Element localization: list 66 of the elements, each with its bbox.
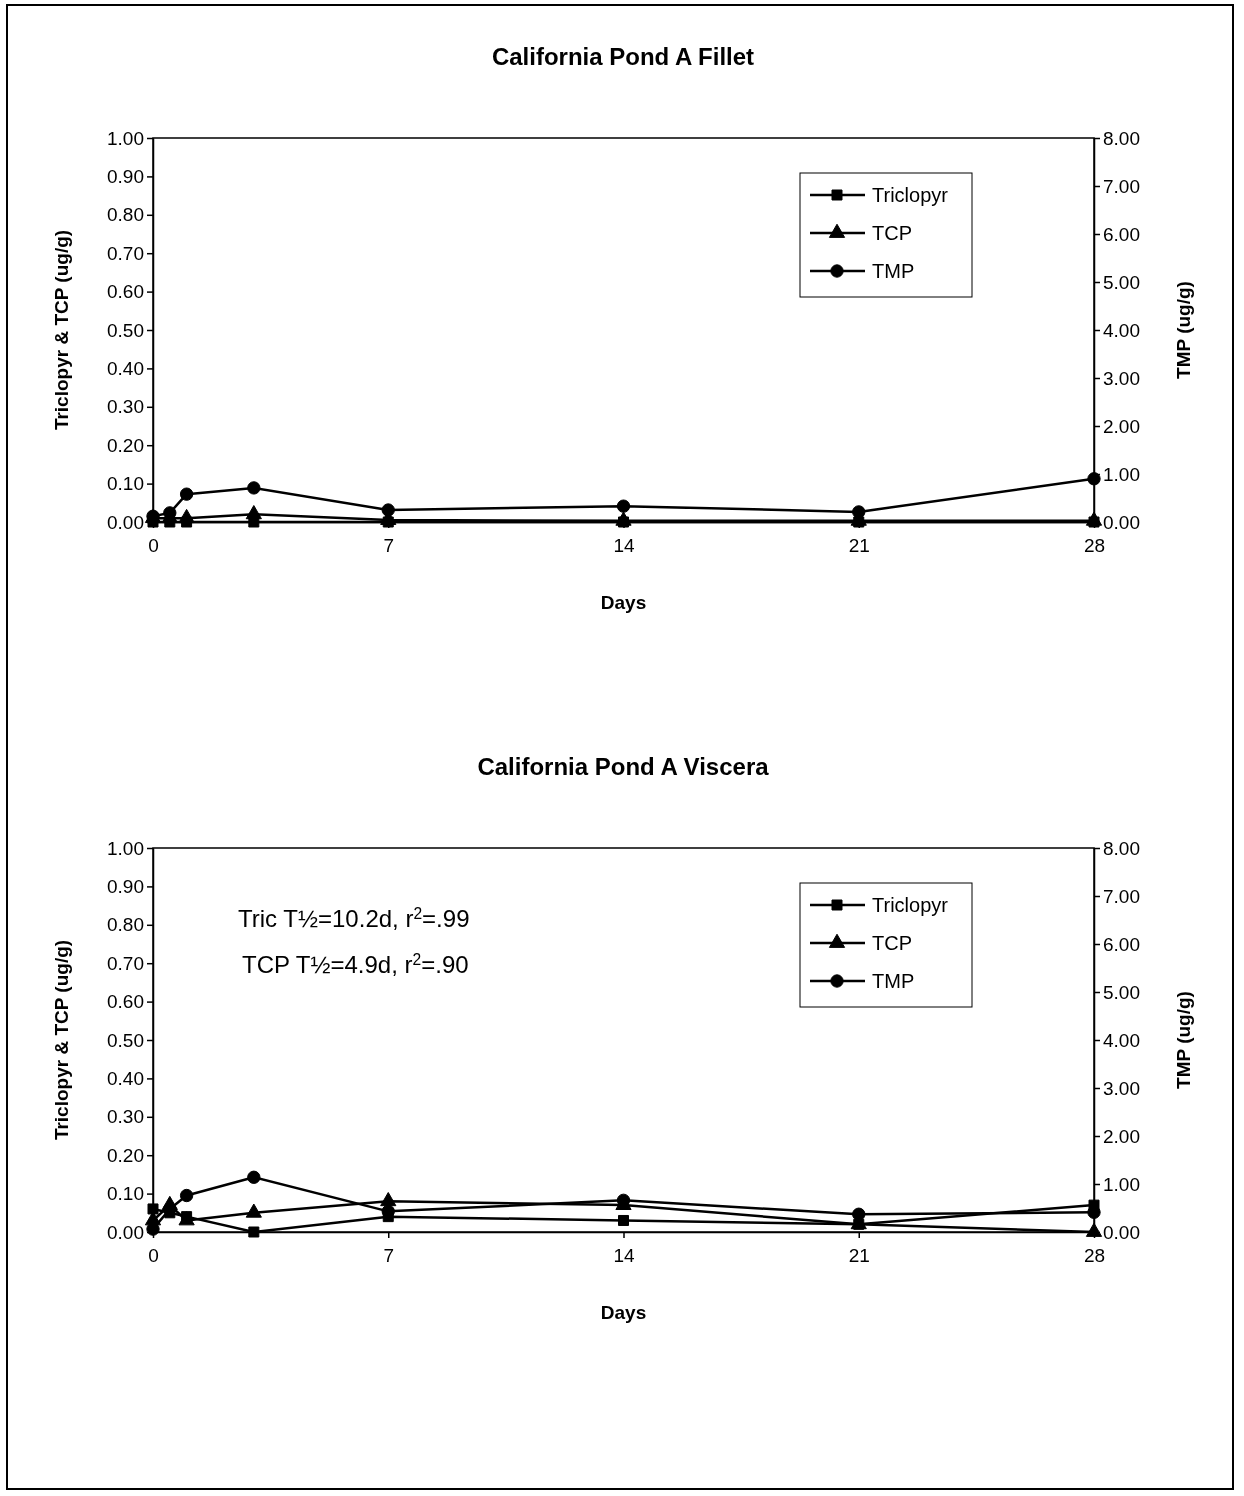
y-tick-label: 0.40 — [107, 1067, 144, 1089]
annotation: TCP T½=4.9d, r$^{2}$=.90 — [242, 950, 469, 978]
y2-axis-title: TMP (ug/g) — [1173, 281, 1194, 379]
y2-tick-label: 8.00 — [1103, 127, 1140, 149]
x-tick-label: 7 — [383, 1244, 395, 1266]
y-tick-label: 0.30 — [107, 1106, 144, 1128]
y-axis-title: Triclopyr & TCP (ug/g) — [51, 229, 72, 431]
legend-label: Triclopyr — [872, 184, 949, 206]
y2-tick-label: 8.00 — [1103, 837, 1140, 859]
legend-label: TMP — [872, 260, 915, 282]
y-tick-label: 0.10 — [107, 1183, 144, 1205]
y2-tick-label: 6.00 — [1103, 933, 1140, 955]
y-tick-label: 0.80 — [107, 914, 144, 936]
y-tick-label: 0.50 — [107, 1029, 144, 1051]
x-tick-label: 21 — [848, 1244, 870, 1266]
y-tick-label: 0.60 — [107, 991, 144, 1013]
x-tick-label: 28 — [1083, 534, 1106, 556]
y-tick-label: 0.90 — [107, 165, 144, 187]
y-tick-label: 0.20 — [107, 1144, 144, 1166]
y-tick-label: 0.20 — [107, 434, 144, 456]
chart-title: California Pond A Viscera — [477, 753, 770, 780]
y-tick-label: 0.30 — [107, 396, 144, 418]
y-tick-label: 0.50 — [107, 319, 144, 341]
y-tick-label: 1.00 — [107, 837, 144, 859]
x-tick-label: 7 — [383, 534, 395, 556]
y-tick-label: 0.00 — [107, 511, 144, 533]
y2-tick-label: 4.00 — [1103, 1029, 1140, 1051]
y2-tick-label: 2.00 — [1103, 415, 1140, 437]
y-tick-label: 0.70 — [107, 952, 144, 974]
y2-tick-label: 3.00 — [1103, 1077, 1140, 1099]
y-tick-label: 0.90 — [107, 875, 144, 897]
x-axis-title: Days — [600, 592, 647, 613]
y2-tick-label: 0.00 — [1103, 511, 1140, 533]
legend-label: TCP — [872, 222, 912, 244]
y-tick-label: 0.70 — [107, 242, 144, 264]
y2-tick-label: 6.00 — [1103, 223, 1140, 245]
y-tick-label: 0.60 — [107, 281, 144, 303]
annotation: Tric T½=10.2d, r$^{2}$=.99 — [238, 904, 470, 932]
legend-label: Triclopyr — [872, 894, 949, 916]
y-tick-label: 0.00 — [107, 1221, 144, 1243]
x-tick-label: 0 — [148, 1244, 159, 1266]
y2-axis-title: TMP (ug/g) — [1173, 991, 1194, 1089]
y-tick-label: 0.10 — [107, 473, 144, 495]
y2-tick-label: 3.00 — [1103, 367, 1140, 389]
y2-tick-label: 1.00 — [1103, 463, 1140, 485]
x-tick-label: 21 — [848, 534, 870, 556]
y2-tick-label: 4.00 — [1103, 319, 1140, 341]
y2-tick-label: 2.00 — [1103, 1125, 1140, 1147]
x-tick-label: 14 — [613, 1244, 635, 1266]
y2-tick-label: 5.00 — [1103, 981, 1140, 1003]
legend-label: TMP — [872, 970, 915, 992]
x-tick-label: 28 — [1083, 1244, 1106, 1266]
y-tick-label: 0.40 — [107, 357, 144, 379]
y-axis-title: Triclopyr & TCP (ug/g) — [51, 939, 72, 1141]
chart-title: California Pond A Fillet — [491, 43, 755, 70]
x-tick-label: 0 — [148, 534, 159, 556]
legend-label: TCP — [872, 932, 912, 954]
x-axis-title: Days — [600, 1302, 647, 1323]
x-tick-label: 14 — [613, 534, 635, 556]
y-tick-label: 1.00 — [107, 127, 144, 149]
y2-tick-label: 1.00 — [1103, 1173, 1140, 1195]
y-tick-label: 0.80 — [107, 204, 144, 226]
y2-tick-label: 0.00 — [1103, 1221, 1140, 1243]
y2-tick-label: 7.00 — [1103, 885, 1140, 907]
y2-tick-label: 7.00 — [1103, 175, 1140, 197]
y2-tick-label: 5.00 — [1103, 271, 1140, 293]
